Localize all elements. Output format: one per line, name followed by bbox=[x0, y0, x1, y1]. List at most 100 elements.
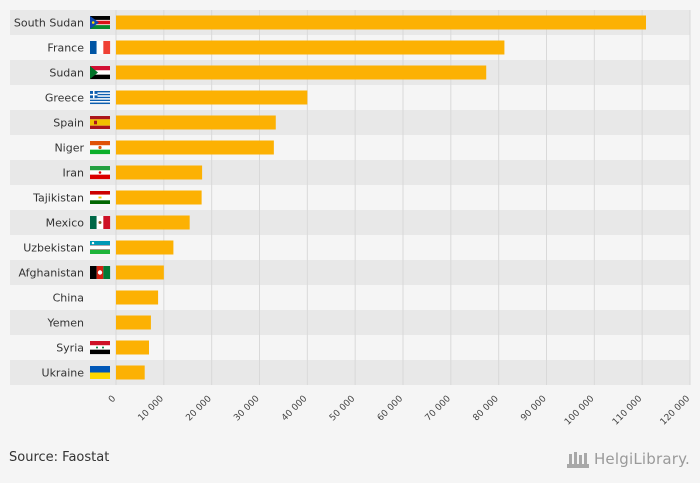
category-label: Ukraine bbox=[42, 367, 85, 380]
x-tick-label: 10 000 bbox=[137, 394, 167, 424]
flag-iran-icon bbox=[90, 166, 110, 180]
flag-part bbox=[90, 266, 97, 279]
flag-part bbox=[91, 21, 95, 24]
flag-part bbox=[90, 245, 110, 250]
flag-south-sudan-icon bbox=[90, 16, 110, 29]
x-tick-label: 80 000 bbox=[471, 394, 501, 424]
flag-greece-icon bbox=[90, 91, 110, 105]
flag-part bbox=[90, 200, 110, 204]
flag-afghanistan-icon bbox=[90, 266, 111, 279]
flag-part bbox=[98, 145, 102, 150]
flag-part bbox=[90, 341, 110, 346]
flag-part bbox=[90, 92, 110, 94]
bar-south-sudan bbox=[116, 15, 646, 30]
x-tick-label: 90 000 bbox=[519, 394, 549, 424]
flag-part bbox=[90, 91, 110, 93]
flag-part bbox=[90, 99, 110, 102]
brand-logo[interactable]: HelgiLibrary. bbox=[565, 448, 690, 470]
row-band bbox=[10, 110, 690, 135]
flag-part bbox=[90, 20, 110, 25]
x-tick-label: 20 000 bbox=[184, 394, 214, 424]
bar-sudan bbox=[116, 65, 487, 80]
flag-part bbox=[90, 166, 110, 171]
x-axis-ticks: 0 10 000 20 000 30 000 40 000 50 000 60 000 70 … bbox=[107, 394, 692, 428]
flag-part bbox=[90, 125, 110, 129]
x-tick-label: 50 000 bbox=[328, 394, 358, 424]
flag-part bbox=[90, 249, 110, 250]
flag-ukraine-icon bbox=[90, 366, 110, 379]
flag-part bbox=[90, 70, 110, 75]
flag-part bbox=[90, 93, 110, 96]
flag-part bbox=[97, 270, 103, 275]
flag-part bbox=[90, 249, 110, 254]
category-label: Syria bbox=[56, 342, 84, 355]
flag-part bbox=[90, 96, 110, 99]
flag-part bbox=[90, 95, 110, 97]
flag-part bbox=[90, 41, 97, 54]
category-label: Greece bbox=[45, 92, 84, 105]
library-icon bbox=[566, 452, 589, 468]
category-labels: South Sudan France Sudan Greece Spain Niger Ir… bbox=[14, 17, 85, 380]
category-label: South Sudan bbox=[14, 17, 84, 30]
flag-part bbox=[96, 346, 98, 349]
row-band bbox=[10, 210, 690, 235]
bar-france bbox=[116, 40, 505, 55]
flag-part bbox=[90, 98, 110, 100]
flag-part bbox=[103, 41, 111, 54]
bar-spain bbox=[116, 115, 276, 130]
flag-part bbox=[90, 216, 97, 229]
flag-part bbox=[98, 221, 102, 224]
flag-part bbox=[90, 74, 110, 80]
bar-uzbekistan bbox=[116, 240, 174, 255]
category-label: France bbox=[47, 42, 84, 55]
footer: Source: Faostat HelgiLibrary. bbox=[0, 440, 700, 483]
flag-spain-icon bbox=[90, 116, 110, 129]
bar-greece bbox=[116, 90, 308, 105]
flag-part bbox=[102, 346, 104, 349]
flag-part bbox=[90, 119, 110, 126]
bar-china bbox=[116, 290, 159, 305]
source-label: Source: Faostat bbox=[9, 450, 110, 465]
flag-part bbox=[90, 93, 98, 96]
x-tick-label: 110 000 bbox=[611, 394, 645, 428]
flag-niger-icon bbox=[90, 141, 110, 155]
flag-part bbox=[90, 66, 98, 79]
category-label: Uzbekistan bbox=[23, 242, 84, 255]
flags bbox=[90, 16, 111, 379]
flag-mexico-icon bbox=[90, 216, 111, 229]
flag-part bbox=[90, 245, 110, 246]
flag-part bbox=[90, 66, 110, 71]
flag-uzbekistan-icon bbox=[90, 241, 110, 254]
bar-mexico bbox=[116, 215, 190, 230]
row-band bbox=[10, 260, 690, 285]
x-tick-label: 30 000 bbox=[232, 394, 262, 424]
flag-part bbox=[90, 101, 110, 103]
flag-part bbox=[103, 266, 111, 279]
flag-part bbox=[90, 366, 110, 373]
x-tick-label: 70 000 bbox=[424, 394, 454, 424]
flag-part bbox=[98, 196, 102, 199]
x-tick-label: 40 000 bbox=[280, 394, 310, 424]
flag-part bbox=[90, 241, 110, 246]
bar-yemen bbox=[116, 315, 151, 330]
flag-part bbox=[90, 345, 110, 350]
flag-part bbox=[90, 349, 110, 355]
flag-part bbox=[90, 191, 110, 195]
row-band bbox=[10, 360, 690, 385]
bar-ukraine bbox=[116, 365, 145, 380]
flag-france-icon bbox=[90, 41, 111, 54]
flag-part bbox=[90, 24, 110, 29]
flag-part bbox=[90, 16, 110, 21]
category-label: Spain bbox=[53, 117, 84, 130]
row-band bbox=[10, 160, 690, 185]
bar-afghanistan bbox=[116, 265, 164, 280]
flag-part bbox=[90, 16, 99, 29]
flag-part bbox=[90, 174, 110, 180]
x-tick-label: 60 000 bbox=[376, 394, 406, 424]
brand-name: HelgiLibrary. bbox=[593, 450, 690, 468]
flag-syria-icon bbox=[90, 341, 110, 355]
category-label: Tajikistan bbox=[32, 192, 84, 205]
category-label: Niger bbox=[54, 142, 84, 155]
bar-niger bbox=[116, 140, 274, 155]
flag-part bbox=[103, 216, 111, 229]
